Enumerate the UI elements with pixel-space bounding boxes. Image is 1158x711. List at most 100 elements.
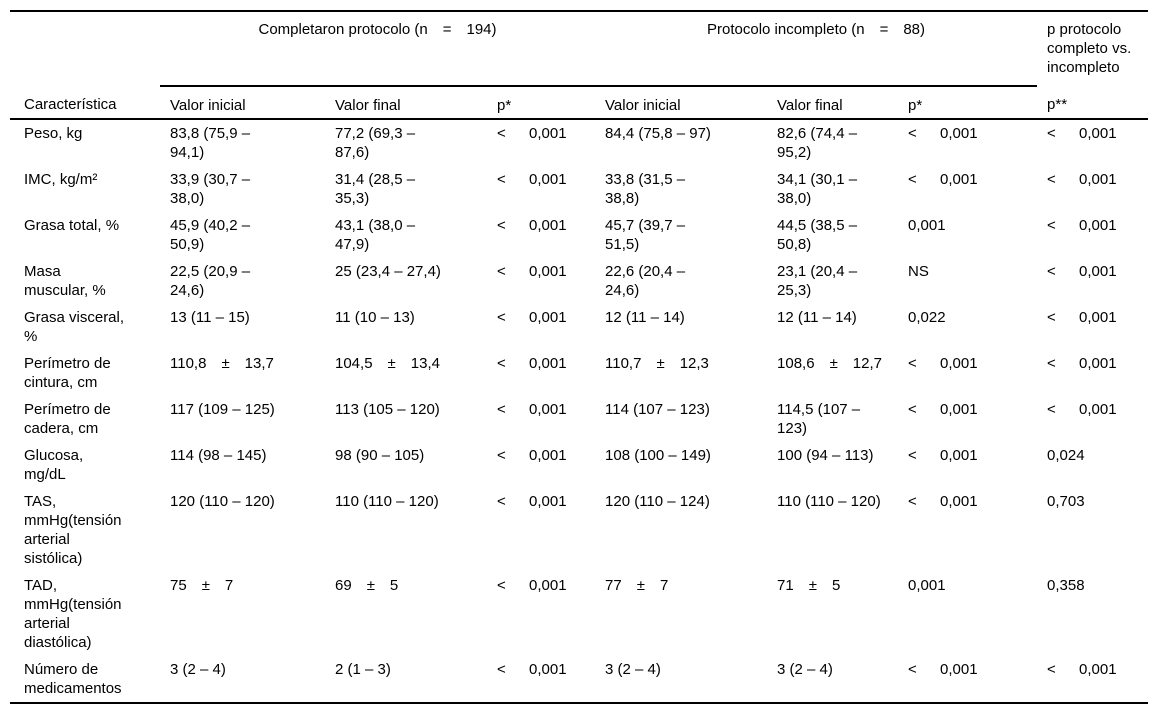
- cell: 71 ±5: [767, 572, 898, 656]
- table-row: Grasa visceral, % 13 (11 – 15) 11 (10 – 13…: [10, 304, 1148, 350]
- table-row: Perímetro de cintura, cm 110,8 ±13,7 104,5 ±…: [10, 350, 1148, 396]
- cell: <0,001: [898, 442, 1037, 488]
- cell: <0,001: [1037, 212, 1148, 258]
- less-than-sign: <: [908, 171, 917, 188]
- value-segment: ±: [221, 355, 230, 372]
- row-label: Peso, kg: [24, 125, 83, 142]
- cell: <0,001: [487, 572, 595, 656]
- cell: 110,8 ±13,7: [160, 350, 325, 396]
- row-label: Perímetro de cadera, cm: [24, 401, 111, 437]
- cell: 0,358: [1047, 577, 1085, 594]
- less-than-sign: <: [1047, 263, 1056, 280]
- cell: 77,2 (69,3 – 87,6): [335, 125, 416, 161]
- value-segment: 110,7: [605, 355, 642, 372]
- cell: <0,001: [487, 350, 595, 396]
- value-segment: ±: [656, 355, 665, 372]
- group-header-incomplete: Protocolo incompleto (n = 88): [595, 11, 1038, 87]
- row-label: Grasa visceral, %: [24, 309, 125, 345]
- group-header-completed: Completaron protocolo (n = 194): [160, 11, 596, 87]
- less-than-sign: <: [1047, 125, 1056, 142]
- cell: 45,9 (40,2 – 50,9): [170, 217, 251, 253]
- column-header-row: Característica Valor inicial Valor final…: [10, 86, 1149, 120]
- cell: <0,001: [487, 258, 595, 304]
- cell: 0,001: [908, 577, 946, 594]
- cell: 25 (23,4 – 27,4): [335, 263, 441, 280]
- row-label: Perímetro de cintura, cm: [24, 355, 111, 391]
- column-header-p-1: p*: [487, 86, 596, 120]
- table-row: TAD, mmHg(tensión arterial diastólica) 75…: [10, 572, 1148, 656]
- cell: 0,024: [1047, 447, 1085, 464]
- value-segment: 0,001: [529, 661, 567, 678]
- less-than-sign: <: [1047, 401, 1056, 418]
- value-segment: 77: [605, 577, 622, 594]
- value-segment: 0,001: [940, 355, 978, 372]
- value-segment: 7: [659, 577, 669, 594]
- cell: <0,001: [487, 396, 595, 442]
- table-row: TAS, mmHg(tensión arterial sistólica) 120…: [10, 488, 1148, 572]
- value-segment: 0,001: [1079, 125, 1117, 142]
- cell: 84,4 (75,8 – 97): [605, 125, 711, 142]
- column-header-valor-inicial-2: Valor inicial: [595, 86, 768, 120]
- group-header-row: Completaron protocolo (n = 194) Protocol…: [10, 11, 1148, 87]
- value-segment: 104,5: [335, 355, 373, 372]
- less-than-sign: <: [497, 447, 506, 464]
- value-segment: 13,4: [410, 355, 440, 372]
- row-label: TAS, mmHg(tensión arterial sistólica): [24, 493, 122, 567]
- cell: <0,001: [898, 656, 1037, 703]
- cell: 0,001: [908, 217, 946, 234]
- cell: 22,6 (20,4 – 24,6): [605, 263, 686, 299]
- less-than-sign: <: [908, 661, 917, 678]
- cell: 120 (110 – 124): [605, 493, 710, 510]
- column-header-valor-final-1: Valor final: [325, 86, 487, 120]
- cell: <0,001: [487, 488, 595, 572]
- value-segment: 12,3: [679, 355, 709, 372]
- table-row: Masa muscular, % 22,5 (20,9 – 24,6) 25 (23…: [10, 258, 1148, 304]
- table-row: Perímetro de cadera, cm 117 (109 – 125) 11…: [10, 396, 1148, 442]
- cell: 114 (107 – 123): [605, 401, 710, 418]
- cell: <0,001: [1037, 656, 1148, 703]
- value-segment: 0,001: [1079, 661, 1117, 678]
- value-segment: 5: [389, 577, 399, 594]
- column-header-p-comparison: p**: [1037, 86, 1149, 120]
- cell: 3 (2 – 4): [170, 661, 226, 678]
- cell: 0,703: [1047, 493, 1085, 510]
- cell: NS: [908, 263, 929, 280]
- cell: 45,7 (39,7 – 51,5): [605, 217, 686, 253]
- less-than-sign: <: [497, 125, 506, 142]
- value-segment: 75: [170, 577, 187, 594]
- value-segment: ±: [387, 355, 396, 372]
- row-label: Masa muscular, %: [24, 263, 106, 299]
- cell: 34,1 (30,1 – 38,0): [777, 171, 858, 207]
- value-segment: 7: [224, 577, 234, 594]
- cell: 23,1 (20,4 – 25,3): [777, 263, 858, 299]
- cell: 98 (90 – 105): [335, 447, 425, 464]
- table-body: Peso, kg 83,8 (75,9 – 94,1) 77,2 (69,3 – 8…: [10, 119, 1148, 703]
- cell: <0,001: [487, 656, 595, 703]
- cell: <0,001: [898, 166, 1037, 212]
- cell: 100 (94 – 113): [777, 447, 874, 464]
- value-segment: 0,001: [940, 493, 978, 510]
- value-segment: 0,001: [529, 447, 567, 464]
- value-segment: 69: [335, 577, 352, 594]
- cell: 22,5 (20,9 – 24,6): [170, 263, 251, 299]
- value-segment: 0,001: [529, 493, 567, 510]
- less-than-sign: <: [497, 401, 506, 418]
- value-segment: 0,001: [529, 125, 567, 142]
- cell: 110,7 ±12,3: [595, 350, 767, 396]
- cell: <0,001: [898, 350, 1037, 396]
- less-than-sign: <: [497, 217, 506, 234]
- value-segment: 0,001: [529, 401, 567, 418]
- less-than-sign: <: [497, 577, 506, 594]
- value-segment: 0,001: [1079, 309, 1117, 326]
- value-segment: ±: [829, 355, 838, 372]
- column-header-caracteristica: Característica: [10, 86, 160, 120]
- value-segment: 0,001: [529, 577, 567, 594]
- cell: <0,001: [898, 119, 1037, 166]
- less-than-sign: <: [1047, 217, 1056, 234]
- value-segment: 0,001: [940, 661, 978, 678]
- value-segment: ±: [201, 577, 210, 594]
- less-than-sign: <: [497, 309, 506, 326]
- group-header-p-comparison: p protocolo completo vs. incompleto: [1047, 21, 1132, 76]
- cell: 13 (11 – 15): [170, 309, 250, 326]
